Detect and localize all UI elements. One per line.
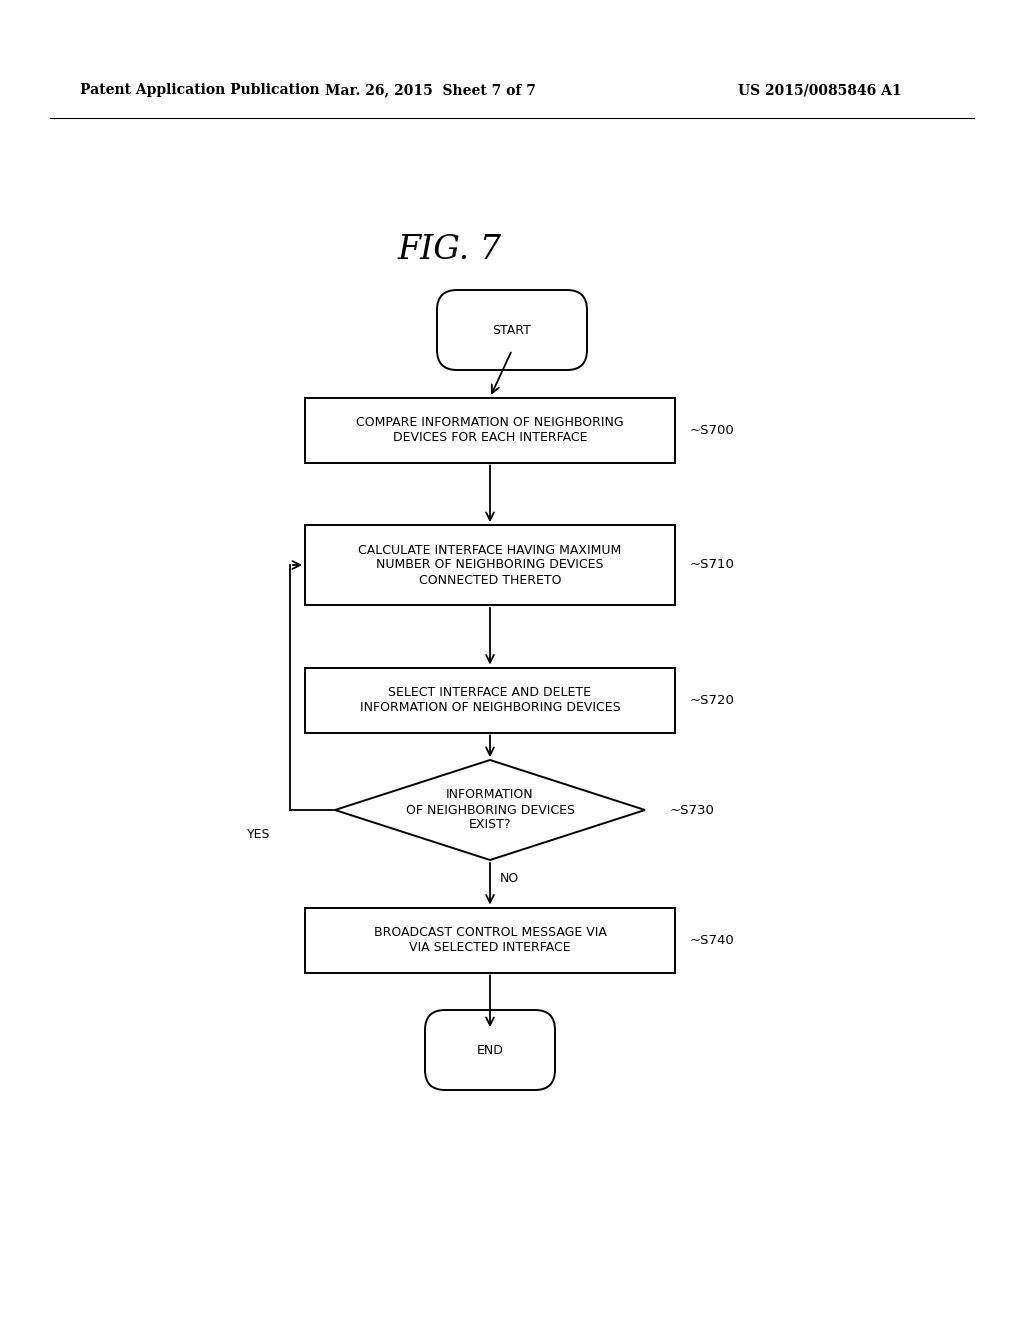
Bar: [305, 668, 675, 733]
Text: NO: NO: [500, 871, 519, 884]
Bar: [305, 397, 675, 462]
Text: COMPARE INFORMATION OF NEIGHBORING
DEVICES FOR EACH INTERFACE: COMPARE INFORMATION OF NEIGHBORING DEVIC…: [356, 416, 624, 444]
Text: Patent Application Publication: Patent Application Publication: [80, 83, 319, 96]
Text: ~S730: ~S730: [670, 804, 715, 817]
Polygon shape: [335, 760, 645, 861]
Text: US 2015/0085846 A1: US 2015/0085846 A1: [738, 83, 902, 96]
Text: ~S700: ~S700: [690, 424, 735, 437]
Text: FIG. 7: FIG. 7: [398, 234, 502, 267]
Text: YES: YES: [247, 829, 270, 842]
Text: ~S720: ~S720: [690, 693, 735, 706]
Text: BROADCAST CONTROL MESSAGE VIA
VIA SELECTED INTERFACE: BROADCAST CONTROL MESSAGE VIA VIA SELECT…: [374, 927, 606, 954]
Text: SELECT INTERFACE AND DELETE
INFORMATION OF NEIGHBORING DEVICES: SELECT INTERFACE AND DELETE INFORMATION …: [359, 686, 621, 714]
Text: Mar. 26, 2015  Sheet 7 of 7: Mar. 26, 2015 Sheet 7 of 7: [325, 83, 536, 96]
Text: END: END: [476, 1044, 504, 1056]
Text: START: START: [493, 323, 531, 337]
Bar: [305, 908, 675, 973]
Text: CALCULATE INTERFACE HAVING MAXIMUM
NUMBER OF NEIGHBORING DEVICES
CONNECTED THERE: CALCULATE INTERFACE HAVING MAXIMUM NUMBE…: [358, 544, 622, 586]
FancyBboxPatch shape: [425, 1010, 555, 1090]
Text: INFORMATION
OF NEIGHBORING DEVICES
EXIST?: INFORMATION OF NEIGHBORING DEVICES EXIST…: [406, 788, 574, 832]
FancyBboxPatch shape: [437, 290, 587, 370]
Text: ~S710: ~S710: [690, 558, 735, 572]
Bar: [305, 525, 675, 605]
Text: ~S740: ~S740: [690, 933, 735, 946]
